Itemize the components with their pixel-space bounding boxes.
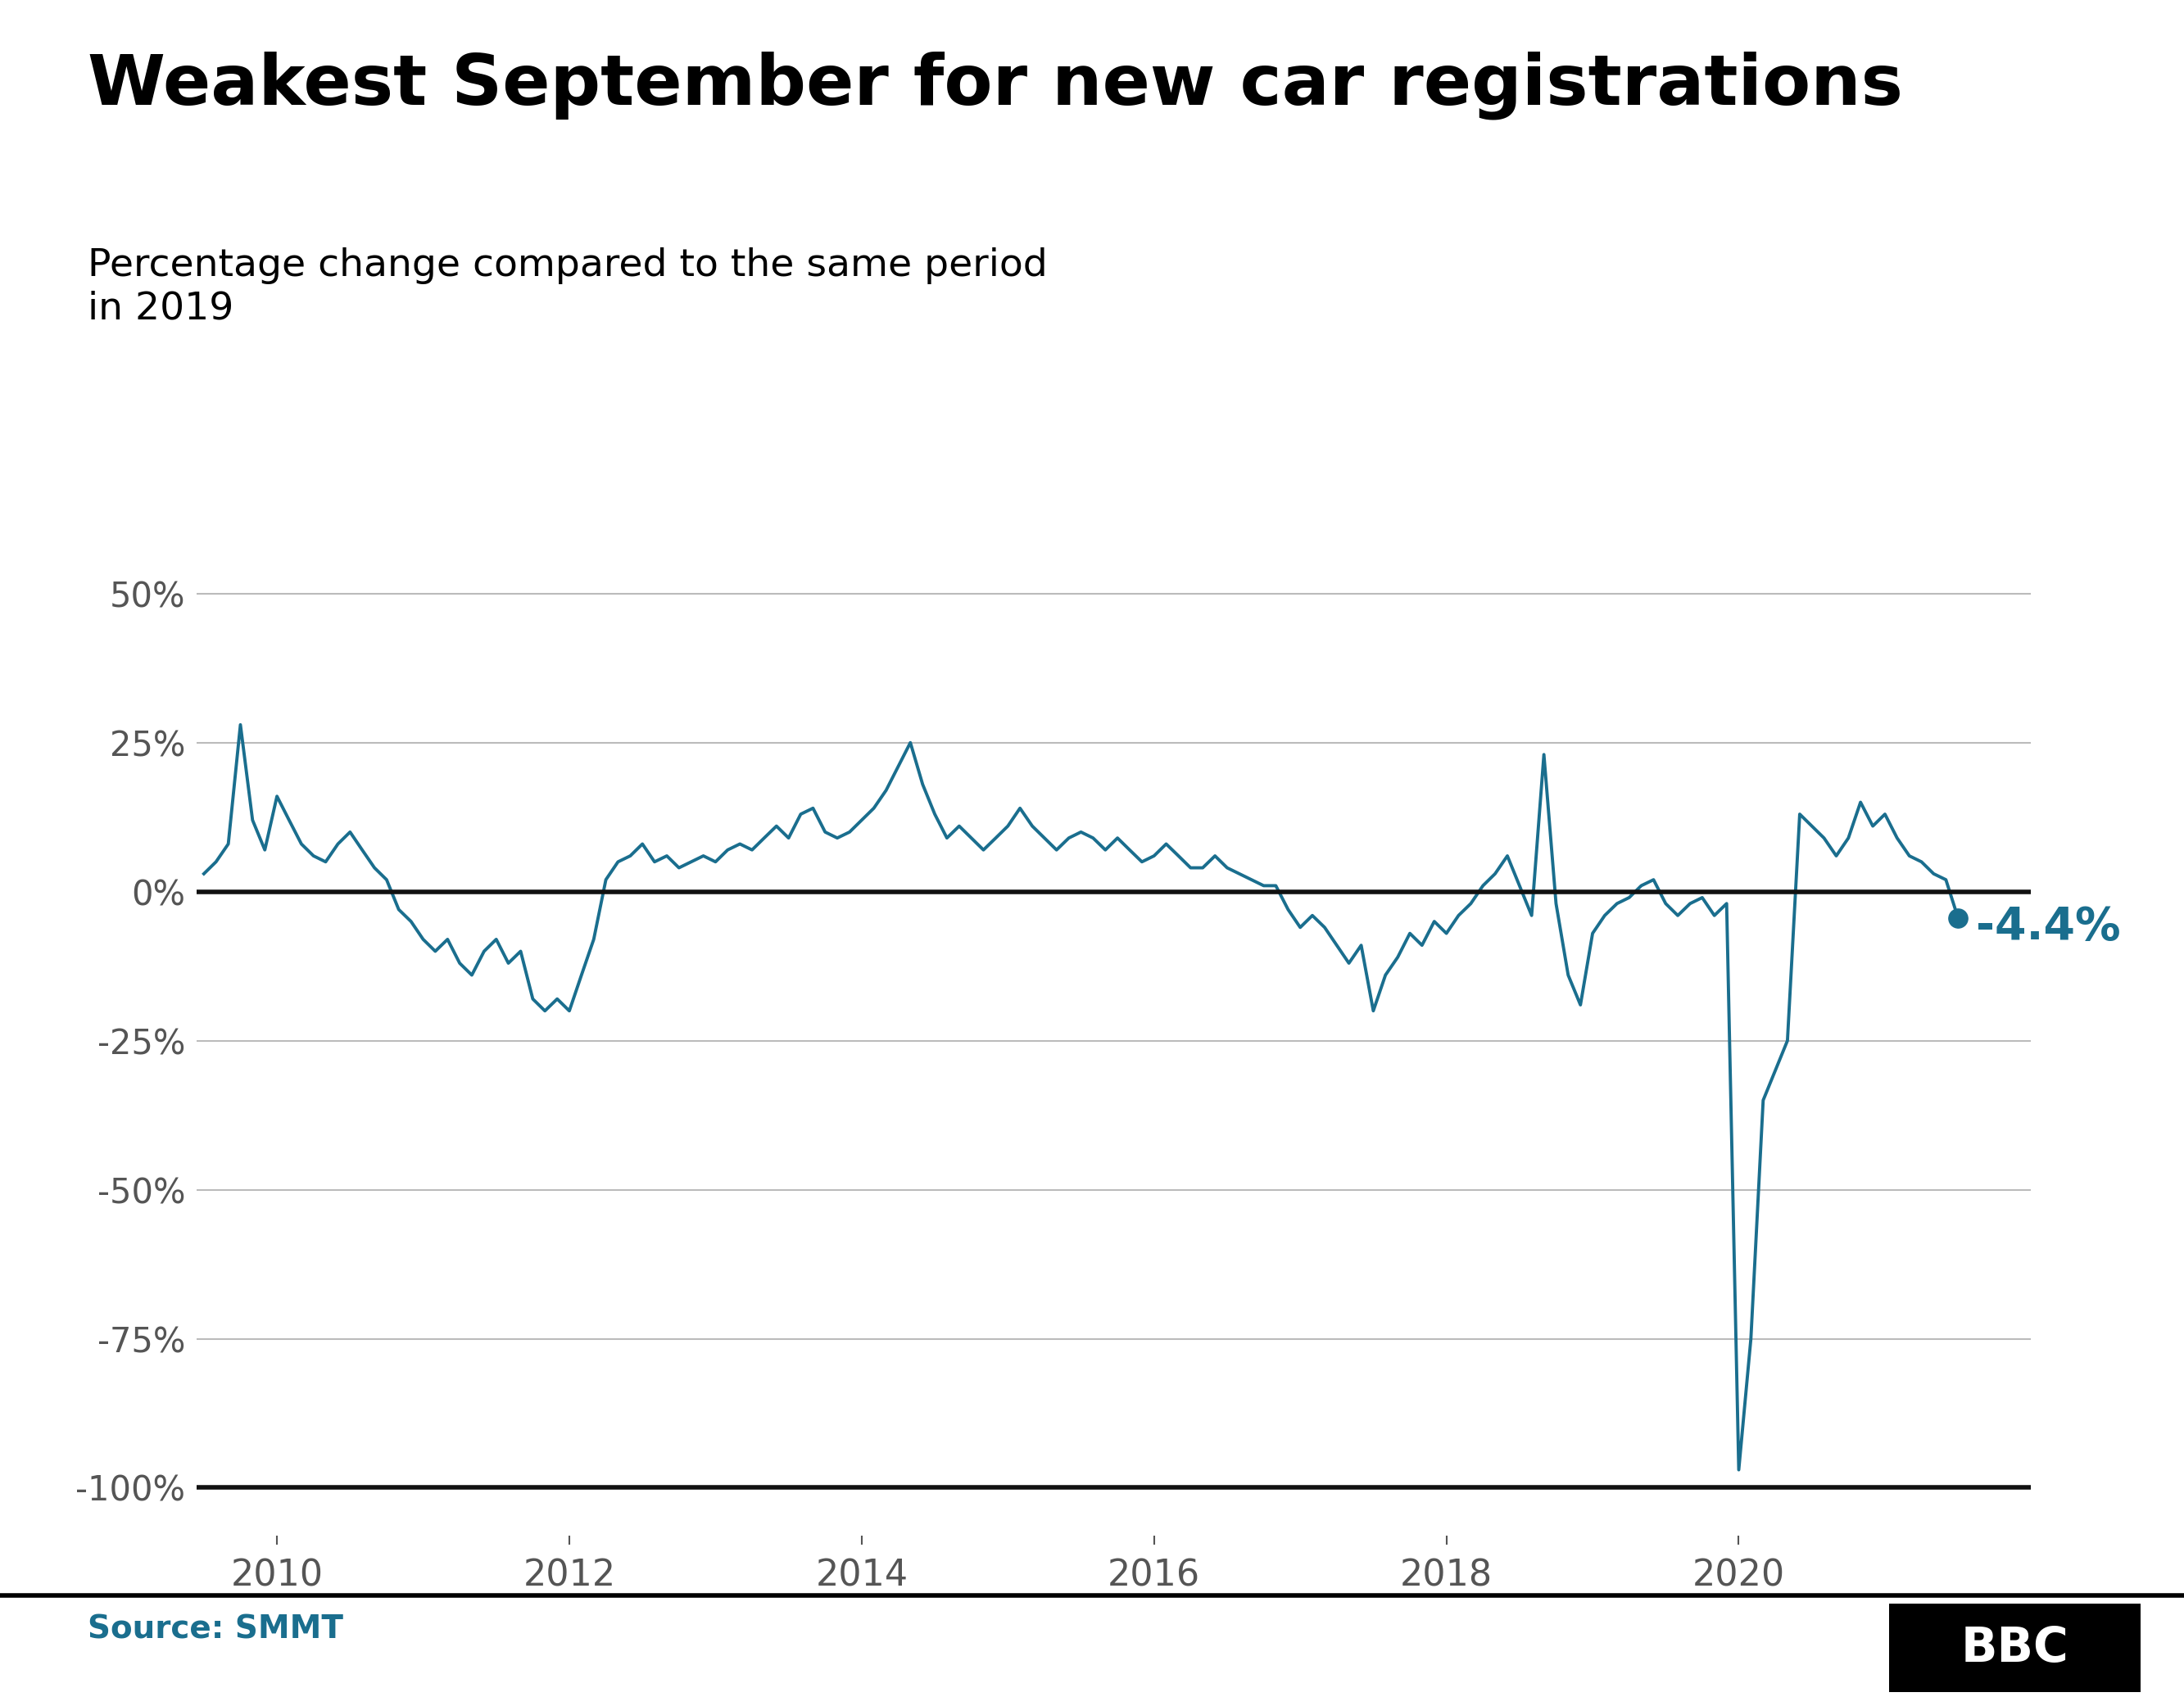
Text: BBC: BBC xyxy=(1961,1624,2068,1672)
Text: -4.4%: -4.4% xyxy=(1977,904,2121,949)
Text: Percentage change compared to the same period
in 2019: Percentage change compared to the same p… xyxy=(87,247,1048,328)
Point xyxy=(1942,904,1977,931)
Text: Source: SMMT: Source: SMMT xyxy=(87,1614,343,1645)
Text: Weakest September for new car registrations: Weakest September for new car registrati… xyxy=(87,51,1902,119)
